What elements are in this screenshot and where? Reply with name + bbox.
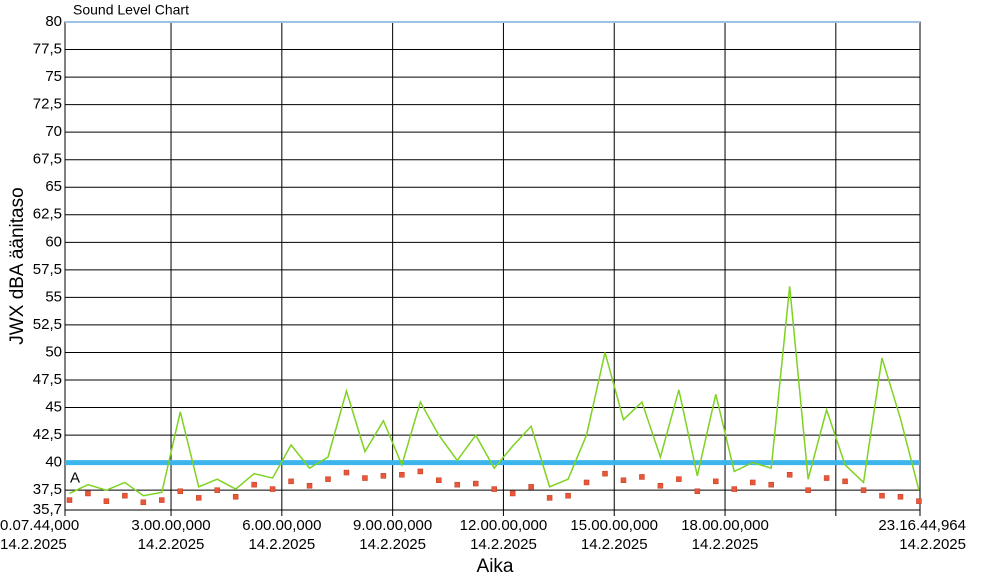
y-tick-label: 70: [45, 123, 62, 140]
y-tick-label: 77,5: [33, 41, 62, 58]
chart-title: Sound Level Chart: [73, 2, 189, 18]
series-marker: [657, 483, 664, 489]
series-marker: [823, 475, 830, 481]
series-marker: [343, 469, 350, 476]
y-tick-label: 47,5: [33, 371, 62, 388]
x-axis-label: Aika: [477, 556, 514, 577]
series-marker: [454, 481, 461, 488]
x-tick-label: 15.00.00,000: [570, 517, 658, 534]
series-marker: [66, 497, 73, 503]
y-tick-label: 45: [45, 399, 62, 416]
series-marker: [528, 484, 534, 490]
x-tick-label: 23.16.44,964: [878, 517, 966, 534]
series-marker: [399, 471, 405, 478]
series-marker: [232, 494, 239, 500]
x-tick-label: 9.00.00,000: [353, 517, 432, 534]
series-marker: [325, 476, 331, 482]
series-marker: [417, 468, 424, 475]
y-tick-label: 75: [45, 68, 62, 85]
series-marker: [602, 470, 608, 477]
x-tick-date: 14.2.2025: [138, 536, 205, 553]
series-marker: [897, 494, 904, 500]
x-tick-date: 14.2.2025: [899, 536, 966, 553]
y-tick-label: 62,5: [33, 206, 62, 223]
series-marker: [565, 492, 571, 499]
y-tick-label: 52,5: [33, 316, 62, 333]
series-marker: [103, 498, 110, 504]
x-tick-date: 14.2.2025: [692, 536, 759, 553]
series-marker: [879, 492, 885, 499]
x-tick-label: 12.00.00,000: [460, 517, 548, 534]
x-tick-date: 14.2.2025: [248, 536, 315, 553]
series-marker: [214, 487, 220, 493]
series-marker: [768, 481, 774, 488]
y-tick-label: 57,5: [33, 261, 62, 278]
series-marker: [639, 474, 645, 480]
series-marker: [786, 471, 793, 478]
series-marker: [436, 477, 442, 484]
x-tick-label: 3.00.00,000: [131, 517, 210, 534]
series-marker: [713, 478, 719, 485]
series-marker: [805, 487, 811, 493]
series-marker: [491, 486, 497, 492]
y-tick-label: 50: [45, 343, 62, 360]
series-marker: [472, 480, 479, 487]
x-tick-label: 6.00.00,000: [242, 517, 321, 534]
y-tick-label: 67,5: [33, 151, 62, 168]
series-marker: [916, 498, 922, 504]
series-line: [69, 286, 920, 497]
threshold-label: A: [70, 470, 80, 487]
y-tick-label: 55: [45, 288, 62, 305]
y-tick-label: 42,5: [33, 426, 62, 443]
series-marker: [122, 492, 128, 499]
y-axis-label: JWX dBA äänitaso: [7, 187, 28, 344]
x-tick-label: 0.07.44,000: [0, 517, 79, 534]
series-marker: [694, 488, 701, 495]
x-tick-date: 14.2.2025: [470, 536, 537, 553]
x-tick-date: 14.2.2025: [359, 536, 426, 553]
series-marker: [731, 486, 738, 492]
series-marker: [749, 479, 756, 486]
series-marker: [177, 488, 184, 495]
series-marker: [251, 481, 257, 488]
x-tick-date: 14.2.2025: [0, 536, 67, 553]
series-marker: [195, 495, 202, 501]
series-marker: [509, 490, 516, 497]
series-marker: [288, 478, 294, 485]
series-marker: [842, 478, 848, 485]
y-tick-label: 60: [45, 233, 62, 250]
series-marker: [546, 495, 553, 501]
series-marker: [380, 473, 387, 479]
series-marker: [620, 477, 627, 484]
series-marker: [159, 497, 165, 503]
series-marker: [362, 475, 368, 481]
series-marker: [140, 499, 147, 506]
series-marker: [269, 486, 276, 492]
series-marker: [583, 479, 590, 486]
series-marker: [85, 490, 91, 497]
y-tick-label: 40: [45, 454, 62, 471]
y-tick-label: 65: [45, 178, 62, 195]
series-marker: [860, 487, 867, 493]
series-marker: [306, 483, 313, 489]
y-tick-label: 72,5: [33, 96, 62, 113]
x-tick-date: 14.2.2025: [581, 536, 648, 553]
y-tick-label: 80: [45, 13, 62, 30]
x-tick-label: 18.00.00,000: [681, 517, 769, 534]
y-tick-label: 35,7: [33, 501, 62, 518]
y-tick-label: 37,5: [33, 481, 62, 498]
series-marker: [676, 476, 682, 482]
